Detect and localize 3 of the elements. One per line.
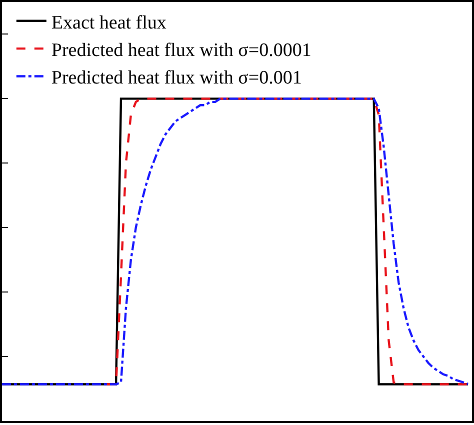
legend-label: Predicted heat flux with σ=0.001 (51, 68, 302, 89)
legend-label: Predicted heat flux with σ=0.0001 (51, 40, 312, 61)
legend-label: Exact heat flux (51, 12, 167, 34)
